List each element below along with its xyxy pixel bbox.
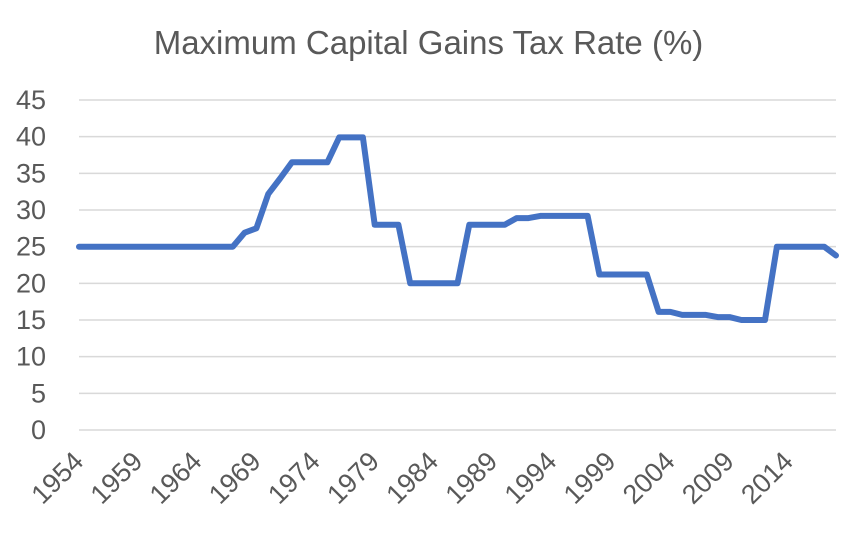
y-tick-label: 10 xyxy=(16,342,46,372)
x-tick-label: 1989 xyxy=(440,446,504,510)
y-tick-label: 25 xyxy=(16,232,46,262)
gridlines xyxy=(79,99,836,431)
x-tick-label: 1954 xyxy=(26,446,90,510)
series-line xyxy=(76,134,839,323)
x-axis-ticks: 1954195919641969197419791984198919941999… xyxy=(26,446,799,510)
x-tick-label: 1959 xyxy=(85,446,149,510)
y-tick-label: 5 xyxy=(31,378,46,408)
y-tick-label: 20 xyxy=(16,268,46,298)
series-layer xyxy=(76,134,839,323)
y-tick-label: 40 xyxy=(16,122,46,152)
x-tick-label: 2009 xyxy=(676,446,740,510)
y-axis-ticks: 0 5 10 15 20 25 30 35 40 45 xyxy=(16,85,46,445)
x-tick-label: 1979 xyxy=(321,446,385,510)
x-tick-label: 1964 xyxy=(144,446,208,510)
x-tick-label: 1974 xyxy=(262,446,326,510)
y-tick-label: 30 xyxy=(16,195,46,225)
y-tick-label: 35 xyxy=(16,158,46,188)
chart-title: Maximum Capital Gains Tax Rate (%) xyxy=(153,24,704,61)
x-tick-label: 1969 xyxy=(203,446,267,510)
y-tick-label: 45 xyxy=(16,85,46,115)
x-tick-label: 1984 xyxy=(380,446,444,510)
x-tick-label: 1999 xyxy=(558,446,622,510)
x-tick-label: 1994 xyxy=(499,446,563,510)
x-tick-label: 2014 xyxy=(735,446,799,510)
y-tick-label: 15 xyxy=(16,305,46,335)
x-tick-label: 2004 xyxy=(617,446,681,510)
y-tick-label: 0 xyxy=(31,415,46,445)
